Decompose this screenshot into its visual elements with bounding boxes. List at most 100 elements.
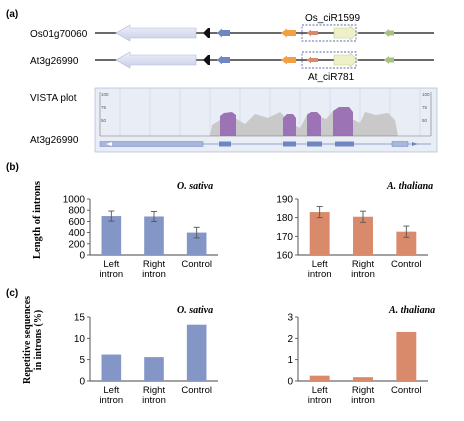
track-label-arabidopsis: At3g26990 [30,56,79,67]
vista-right-tick-100: 100 [422,92,430,97]
gene-arrow-orange [281,28,296,38]
gene-arrow-black [203,55,210,65]
ylabel-c-line2: in introns (%) [33,310,44,370]
title-b-rice: O. sativa [177,181,213,192]
x-tick-label: Left [103,259,119,270]
y-tick-label: 10 [74,334,86,345]
gene-arrow-lavender [115,24,197,42]
x-tick-label: Right [352,385,375,396]
bar-control [396,231,417,255]
x-tick-label: Control [181,259,212,270]
vista-gene-label: At3g26990 [30,135,79,146]
gene-arrow-cream [333,25,359,41]
gene-arrow-lavender [115,51,197,69]
bar-right-intron [353,216,373,255]
y-tick-label: 0 [79,251,85,262]
gene-arrow-salmon [307,56,318,64]
gene-arrow-black [203,28,210,38]
ylabel-c-line1: Repetitive sequences [22,296,33,384]
vista-left-tick-75: 75 [101,105,107,110]
bar-right-intron [353,377,373,381]
y-tick-label: 0 [287,377,293,388]
gene-arrow-blue [217,55,230,65]
bar-control [186,324,207,381]
vista-peak-2 [283,114,296,136]
y-tick-label: 180 [276,213,293,224]
x-tick-label: Control [391,259,422,270]
vista-title: VISTA plot [30,93,77,104]
gene-arrows-arabidopsis [115,51,394,69]
x-tick-label: intron [99,395,123,406]
x-tick-label: intron [351,269,375,280]
bar-left-intron [101,216,122,255]
y-tick-label: 160 [276,251,293,262]
x-tick-label: Left [312,259,328,270]
gene-arrow-salmon [307,29,318,37]
vista-left-tick-50: 50 [101,118,107,123]
title-c-arabidopsis: A. thaliana [388,305,435,316]
y-tick-label: 1000 [63,195,86,206]
gene-arrow-cream [333,52,359,68]
x-tick-label: intron [142,269,166,280]
vista-right-tick-50: 50 [422,118,428,123]
y-tick-label: 15 [74,313,86,324]
x-tick-label: intron [351,395,375,406]
panel-label-c: (c) [6,288,18,299]
vista-right-tick-75: 75 [422,105,428,110]
vista-peak-1 [220,112,236,136]
bar-left-intron [101,354,122,381]
gene-arrow-orange [281,55,296,65]
y-tick-label: 800 [68,206,85,217]
gene-arrows-rice [115,24,394,42]
bar-control [396,331,417,381]
bar-left-intron [309,375,330,381]
x-tick-label: intron [142,395,166,406]
y-tick-label: 0 [79,377,85,388]
y-tick-label: 1 [287,355,293,366]
bar-charts: 02004006008001000LeftintronRightintronCo… [63,195,428,406]
vista-gene-model [99,141,431,147]
y-tick-label: 170 [276,232,293,243]
gene-arrow-olive [384,56,394,64]
x-tick-label: Control [391,385,422,396]
panel-label-b: (b) [6,162,19,173]
bar-right-intron [144,357,164,381]
title-c-rice: O. sativa [177,305,213,316]
x-tick-label: intron [99,269,123,280]
x-tick-label: intron [308,395,332,406]
track-label-rice: Os01g70060 [30,29,88,40]
ylabel-b: Length of introns [32,181,43,259]
y-tick-label: 400 [68,228,85,239]
bar-left-intron [309,212,330,255]
x-tick-label: Right [143,385,166,396]
vista-peak-3 [307,112,321,136]
x-tick-label: Left [312,385,328,396]
annotation-label-rice: Os_ciR1599 [305,13,360,24]
vista-peak-4 [333,107,353,136]
y-tick-label: 600 [68,217,85,228]
y-tick-label: 5 [79,355,85,366]
x-tick-label: Right [352,259,375,270]
x-tick-label: Right [143,259,166,270]
gene-arrow-olive [384,29,394,37]
gene-arrow-blue [217,28,230,38]
x-tick-label: Left [103,385,119,396]
vista-left-tick-100: 100 [101,92,109,97]
y-tick-label: 2 [287,334,293,345]
bar-control [186,232,207,255]
y-tick-label: 190 [276,195,293,206]
bar-right-intron [144,216,164,255]
chart-b-rice: 02004006008001000LeftintronRightintronCo… [63,195,218,280]
x-tick-label: Control [181,385,212,396]
x-tick-label: intron [308,269,332,280]
panel-label-a: (a) [6,9,18,20]
y-tick-label: 200 [68,239,85,250]
title-b-arabidopsis: A. thaliana [386,181,433,192]
annotation-label-arabidopsis: At_ciR781 [308,72,355,83]
y-tick-label: 3 [287,313,293,324]
